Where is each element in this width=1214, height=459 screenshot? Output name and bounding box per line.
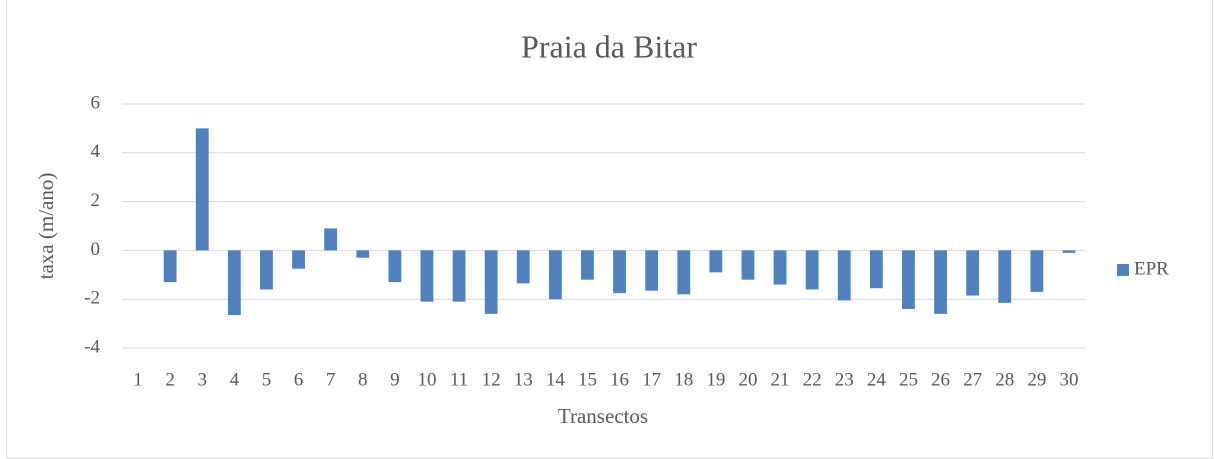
bar xyxy=(902,250,915,309)
x-axis-label: Transectos xyxy=(558,404,648,428)
x-tick-label: 19 xyxy=(706,369,725,390)
bar xyxy=(388,250,402,283)
x-tick-label: 17 xyxy=(642,369,661,390)
y-tick-label: 0 xyxy=(91,239,101,260)
x-tick-label: 10 xyxy=(417,369,436,390)
x-tick-label: 20 xyxy=(738,369,757,390)
bar xyxy=(484,250,498,314)
x-tick-label: 14 xyxy=(546,369,566,390)
bar xyxy=(709,250,723,273)
x-tick-label: 24 xyxy=(867,369,887,390)
x-tick-label: 2 xyxy=(165,369,175,390)
bar xyxy=(581,250,594,280)
bar xyxy=(516,250,530,284)
x-tick-label: 29 xyxy=(1027,369,1046,390)
x-tick-label: 16 xyxy=(610,369,629,390)
bar xyxy=(869,250,883,289)
x-tick-label: 6 xyxy=(294,369,304,390)
y-tick-label: 4 xyxy=(91,141,101,162)
bar xyxy=(613,250,626,294)
x-tick-label: 27 xyxy=(963,369,982,390)
x-tick-label: 25 xyxy=(899,369,918,390)
bar xyxy=(934,250,947,314)
y-tick-label: 2 xyxy=(91,190,101,211)
bar xyxy=(324,228,338,251)
bar xyxy=(837,250,851,301)
x-tick-label: 22 xyxy=(803,369,822,390)
bar xyxy=(1030,250,1044,292)
x-tick-label: 13 xyxy=(514,369,533,390)
bar xyxy=(292,250,305,269)
legend-label: EPR xyxy=(1134,258,1169,279)
bar xyxy=(741,250,755,280)
x-tick-label: 23 xyxy=(835,369,854,390)
bar xyxy=(420,250,434,302)
x-tick-label: 18 xyxy=(674,369,693,390)
chart-title: Praia da Bitar xyxy=(521,28,697,64)
x-tick-label: 15 xyxy=(578,369,597,390)
x-tick-label: 30 xyxy=(1059,369,1078,390)
x-tick-label: 28 xyxy=(995,369,1014,390)
bar xyxy=(1062,250,1076,253)
bar xyxy=(452,250,466,302)
bar xyxy=(645,250,659,291)
x-tick-label: 21 xyxy=(771,369,790,390)
bar xyxy=(163,250,177,283)
x-tick-label: 4 xyxy=(230,369,240,390)
x-tick-label: 3 xyxy=(198,369,208,390)
x-tick-label: 5 xyxy=(262,369,272,390)
bar xyxy=(227,250,241,316)
y-axis-label: taxa (m/ano) xyxy=(34,173,58,280)
bar xyxy=(195,128,209,251)
x-tick-label: 8 xyxy=(358,369,368,390)
x-tick-label: 26 xyxy=(931,369,950,390)
bar xyxy=(966,250,980,296)
x-tick-label: 7 xyxy=(326,369,336,390)
x-tick-label: 9 xyxy=(390,369,400,390)
legend-swatch xyxy=(1117,264,1129,276)
x-tick-label: 11 xyxy=(450,369,468,390)
y-tick-label: 6 xyxy=(91,92,101,113)
bar xyxy=(773,250,787,285)
bar xyxy=(805,250,819,290)
bar xyxy=(260,250,273,290)
x-tick-label: 1 xyxy=(133,369,143,390)
y-tick-label: -2 xyxy=(84,288,100,309)
bar xyxy=(677,250,691,295)
bar xyxy=(548,250,562,300)
bar xyxy=(356,250,370,258)
y-tick-label: -4 xyxy=(84,336,100,357)
bar xyxy=(998,250,1012,303)
x-tick-label: 12 xyxy=(482,369,501,390)
